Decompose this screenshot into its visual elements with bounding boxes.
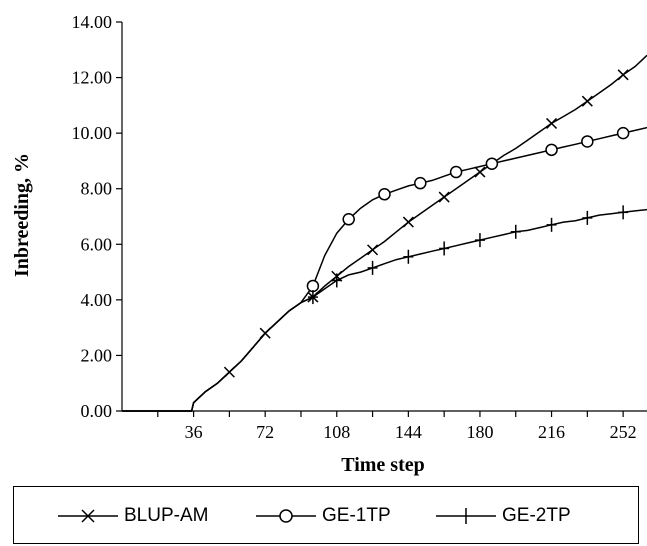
data-point-ge-2tp xyxy=(510,224,521,239)
data-point-ge-1tp xyxy=(545,143,558,157)
data-point-ge-2tp xyxy=(582,210,593,225)
series-line-ge-2tp xyxy=(122,208,647,412)
y-tick-label: 2.00 xyxy=(81,345,113,365)
y-tick-label: 14.00 xyxy=(72,12,113,32)
x-axis: 36 72 108 144 180 216 252 xyxy=(122,410,647,442)
circle-marker-icon xyxy=(256,509,316,523)
data-point-ge-1tp xyxy=(378,188,391,201)
data-point-blup-am xyxy=(402,216,414,228)
data-point-ge-2tp xyxy=(403,249,414,264)
series-layer xyxy=(122,54,647,412)
data-point-ge-2tp xyxy=(618,205,629,220)
y-tick-label: 8.00 xyxy=(81,179,113,199)
data-point-ge-2tp xyxy=(546,217,557,232)
y-axis-title: Inbreeding, % xyxy=(11,153,33,277)
x-tick-label: 36 xyxy=(185,422,203,442)
data-point-ge-1tp xyxy=(485,157,499,170)
x-tick-label: 180 xyxy=(466,422,493,442)
y-axis: 0.00 2.00 4.00 6.00 8.00 10.00 12.00 14.00 xyxy=(72,12,123,421)
y-tick-label: 4.00 xyxy=(81,290,113,310)
data-point-blup-am xyxy=(367,244,379,256)
data-point-blup-am xyxy=(546,117,558,129)
data-point-ge-1tp xyxy=(306,279,320,293)
x-tick-label: 252 xyxy=(610,422,637,442)
legend-item-ge-1tp: GE-1TP xyxy=(254,487,391,545)
data-point-ge-2tp xyxy=(367,260,378,275)
x-marker-icon xyxy=(58,509,118,523)
legend-item-ge-2tp: GE-2TP xyxy=(434,487,571,545)
data-point-blup-am xyxy=(617,69,629,81)
data-point-ge-2tp xyxy=(474,233,485,248)
legend-label-ge-2tp: GE-2TP xyxy=(502,505,571,526)
x-tick-label: 144 xyxy=(395,422,422,442)
x-axis-title: Time step xyxy=(341,454,425,476)
data-point-ge-1tp xyxy=(414,176,427,190)
y-tick-label: 6.00 xyxy=(81,234,113,254)
series-line-ge-1tp xyxy=(122,126,647,412)
data-point-blup-am xyxy=(581,95,593,107)
x-tick-label: 216 xyxy=(538,422,565,442)
data-point-blup-am xyxy=(438,191,450,203)
x-tick-label: 108 xyxy=(323,422,350,442)
data-point-ge-2tp xyxy=(331,273,342,288)
y-tick-label: 0.00 xyxy=(81,401,113,421)
y-tick-label: 12.00 xyxy=(72,68,113,88)
legend-label-ge-1tp: GE-1TP xyxy=(322,505,391,526)
data-point-ge-1tp xyxy=(616,126,630,140)
data-point-ge-1tp xyxy=(581,135,594,148)
plus-marker-icon xyxy=(436,508,496,524)
legend: BLUP-AM GE-1TP GE-2TP xyxy=(13,486,639,544)
legend-item-blup-am: BLUP-AM xyxy=(56,487,208,545)
data-point-ge-1tp xyxy=(449,165,463,179)
series-line-blup-am xyxy=(122,54,647,412)
x-tick-label: 72 xyxy=(256,422,274,442)
data-point-ge-2tp xyxy=(439,241,450,256)
data-point-blup-am xyxy=(474,166,486,178)
legend-label-blup-am: BLUP-AM xyxy=(124,505,209,526)
data-point-ge-2tp xyxy=(307,290,318,305)
line-chart: 0.00 2.00 4.00 6.00 8.00 10.00 12.00 14.00 36 72… xyxy=(11,12,647,476)
data-point-ge-1tp xyxy=(342,213,355,226)
y-tick-label: 10.00 xyxy=(72,123,113,143)
